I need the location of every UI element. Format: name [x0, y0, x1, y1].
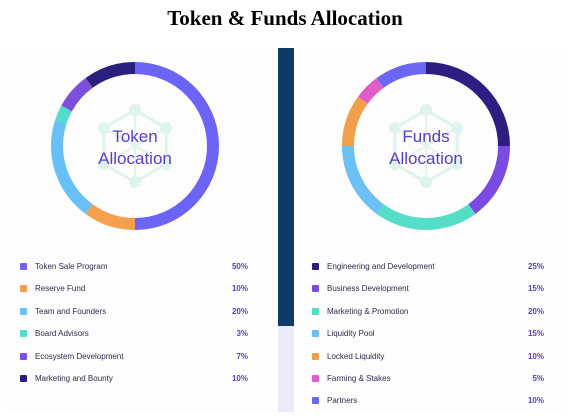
legend-item: Liquidity Pool 15%: [312, 327, 552, 343]
legend-item: Reserve Fund 10%: [20, 282, 260, 298]
page-title: Token & Funds Allocation: [167, 6, 403, 30]
legend-swatch: [312, 285, 319, 293]
slice-farming-and-stakes: [358, 78, 384, 104]
slice-marketing-and-promotion: [376, 204, 476, 230]
funds-allocation-donut-chart: Funds Allocation: [342, 62, 510, 230]
funds-allocation-panel: Funds Allocation Engineering and Developm…: [298, 48, 566, 412]
legend-swatch: [312, 352, 319, 360]
legend-item: Business Development 15%: [312, 282, 552, 298]
legend-value: 20%: [231, 306, 248, 316]
legend-item: Engineering and Development 25%: [312, 260, 552, 276]
legend-value: 10%: [527, 351, 544, 361]
legend-label: Team and Founders: [35, 306, 107, 316]
legend-swatch: [20, 330, 27, 338]
legend-value: 5%: [532, 374, 544, 383]
token-allocation-panel: Token Allocation Token Sale Program 50% Res…: [6, 48, 274, 412]
legend-value: 10%: [527, 396, 544, 406]
slice-reserve-fund: [85, 204, 135, 230]
legend-swatch: [20, 307, 27, 315]
legend-item: Marketing & Promotion 20%: [312, 305, 552, 321]
legend-swatch: [20, 263, 27, 270]
legend-item: Locked Liquidity 10%: [312, 350, 552, 366]
legend-value: 10%: [231, 284, 248, 294]
legend-item: Board Advisors 3%: [20, 327, 260, 343]
legend-label: Locked Liquidity: [327, 351, 385, 361]
legend-value: 15%: [527, 284, 544, 294]
legend-item: Marketing and Bounty 10%: [20, 372, 260, 388]
slice-board-advisors: [55, 105, 72, 124]
legend-label: Token Sale Program: [35, 262, 108, 271]
legend-label: Board Advisors: [35, 329, 89, 339]
legend-label: Marketing and Bounty: [35, 374, 113, 383]
center-label-line: Allocation: [389, 149, 463, 168]
legend-swatch: [312, 263, 319, 270]
legend-label: Engineering and Development: [327, 262, 435, 271]
divider-light-segment: [278, 326, 294, 412]
legend-label: Farming & Stakes: [327, 374, 391, 383]
legend-label: Ecosystem Development: [35, 351, 124, 361]
legend-swatch: [312, 307, 319, 315]
legend-label: Reserve Fund: [35, 284, 86, 294]
legend-value: 10%: [231, 374, 248, 383]
legend-swatch: [20, 375, 27, 382]
legend-value: 3%: [236, 329, 248, 339]
legend-value: 20%: [527, 306, 544, 316]
slice-engineering-and-development: [426, 62, 510, 146]
legend-label: Liquidity Pool: [327, 329, 375, 339]
token-allocation-donut-chart: Token Allocation: [51, 62, 219, 230]
center-label-line: Token: [112, 127, 157, 146]
center-label-line: Funds: [402, 127, 449, 146]
legend-swatch: [312, 375, 319, 382]
legend-value: 15%: [527, 329, 544, 339]
legend-swatch: [20, 352, 27, 360]
network-watermark-icon: [388, 104, 464, 188]
center-label-line: Allocation: [98, 149, 172, 168]
slice-team-and-founders: [51, 120, 93, 214]
slice-ecosystem-development: [61, 78, 93, 112]
legend-item: Farming & Stakes 5%: [312, 372, 552, 388]
legend-item: Ecosystem Development 7%: [20, 350, 260, 366]
legend-label: Partners: [327, 396, 358, 406]
legend-label: Business Development: [327, 284, 409, 294]
legend-swatch: [312, 397, 319, 405]
divider-dark-segment: [278, 48, 294, 326]
legend-label: Marketing & Promotion: [327, 306, 409, 316]
slice-marketing-and-bounty: [85, 62, 135, 88]
legend-item: Partners 10%: [312, 394, 552, 410]
slice-token-sale-program: [135, 62, 219, 230]
legend-swatch: [312, 330, 319, 338]
legend-value: 50%: [231, 262, 248, 271]
legend-value: 25%: [527, 262, 544, 271]
slice-liquidity-pool: [342, 146, 384, 214]
legend-value: 7%: [236, 351, 248, 361]
legend-swatch: [20, 285, 27, 293]
slice-business-development: [468, 146, 510, 214]
slice-locked-liquidity: [342, 96, 368, 146]
slice-partners: [376, 62, 426, 88]
panel-divider: [278, 48, 294, 412]
legend-item: Token Sale Program 50%: [20, 260, 260, 276]
legend-item: Team and Founders 20%: [20, 305, 260, 321]
network-watermark-icon: [97, 104, 173, 188]
